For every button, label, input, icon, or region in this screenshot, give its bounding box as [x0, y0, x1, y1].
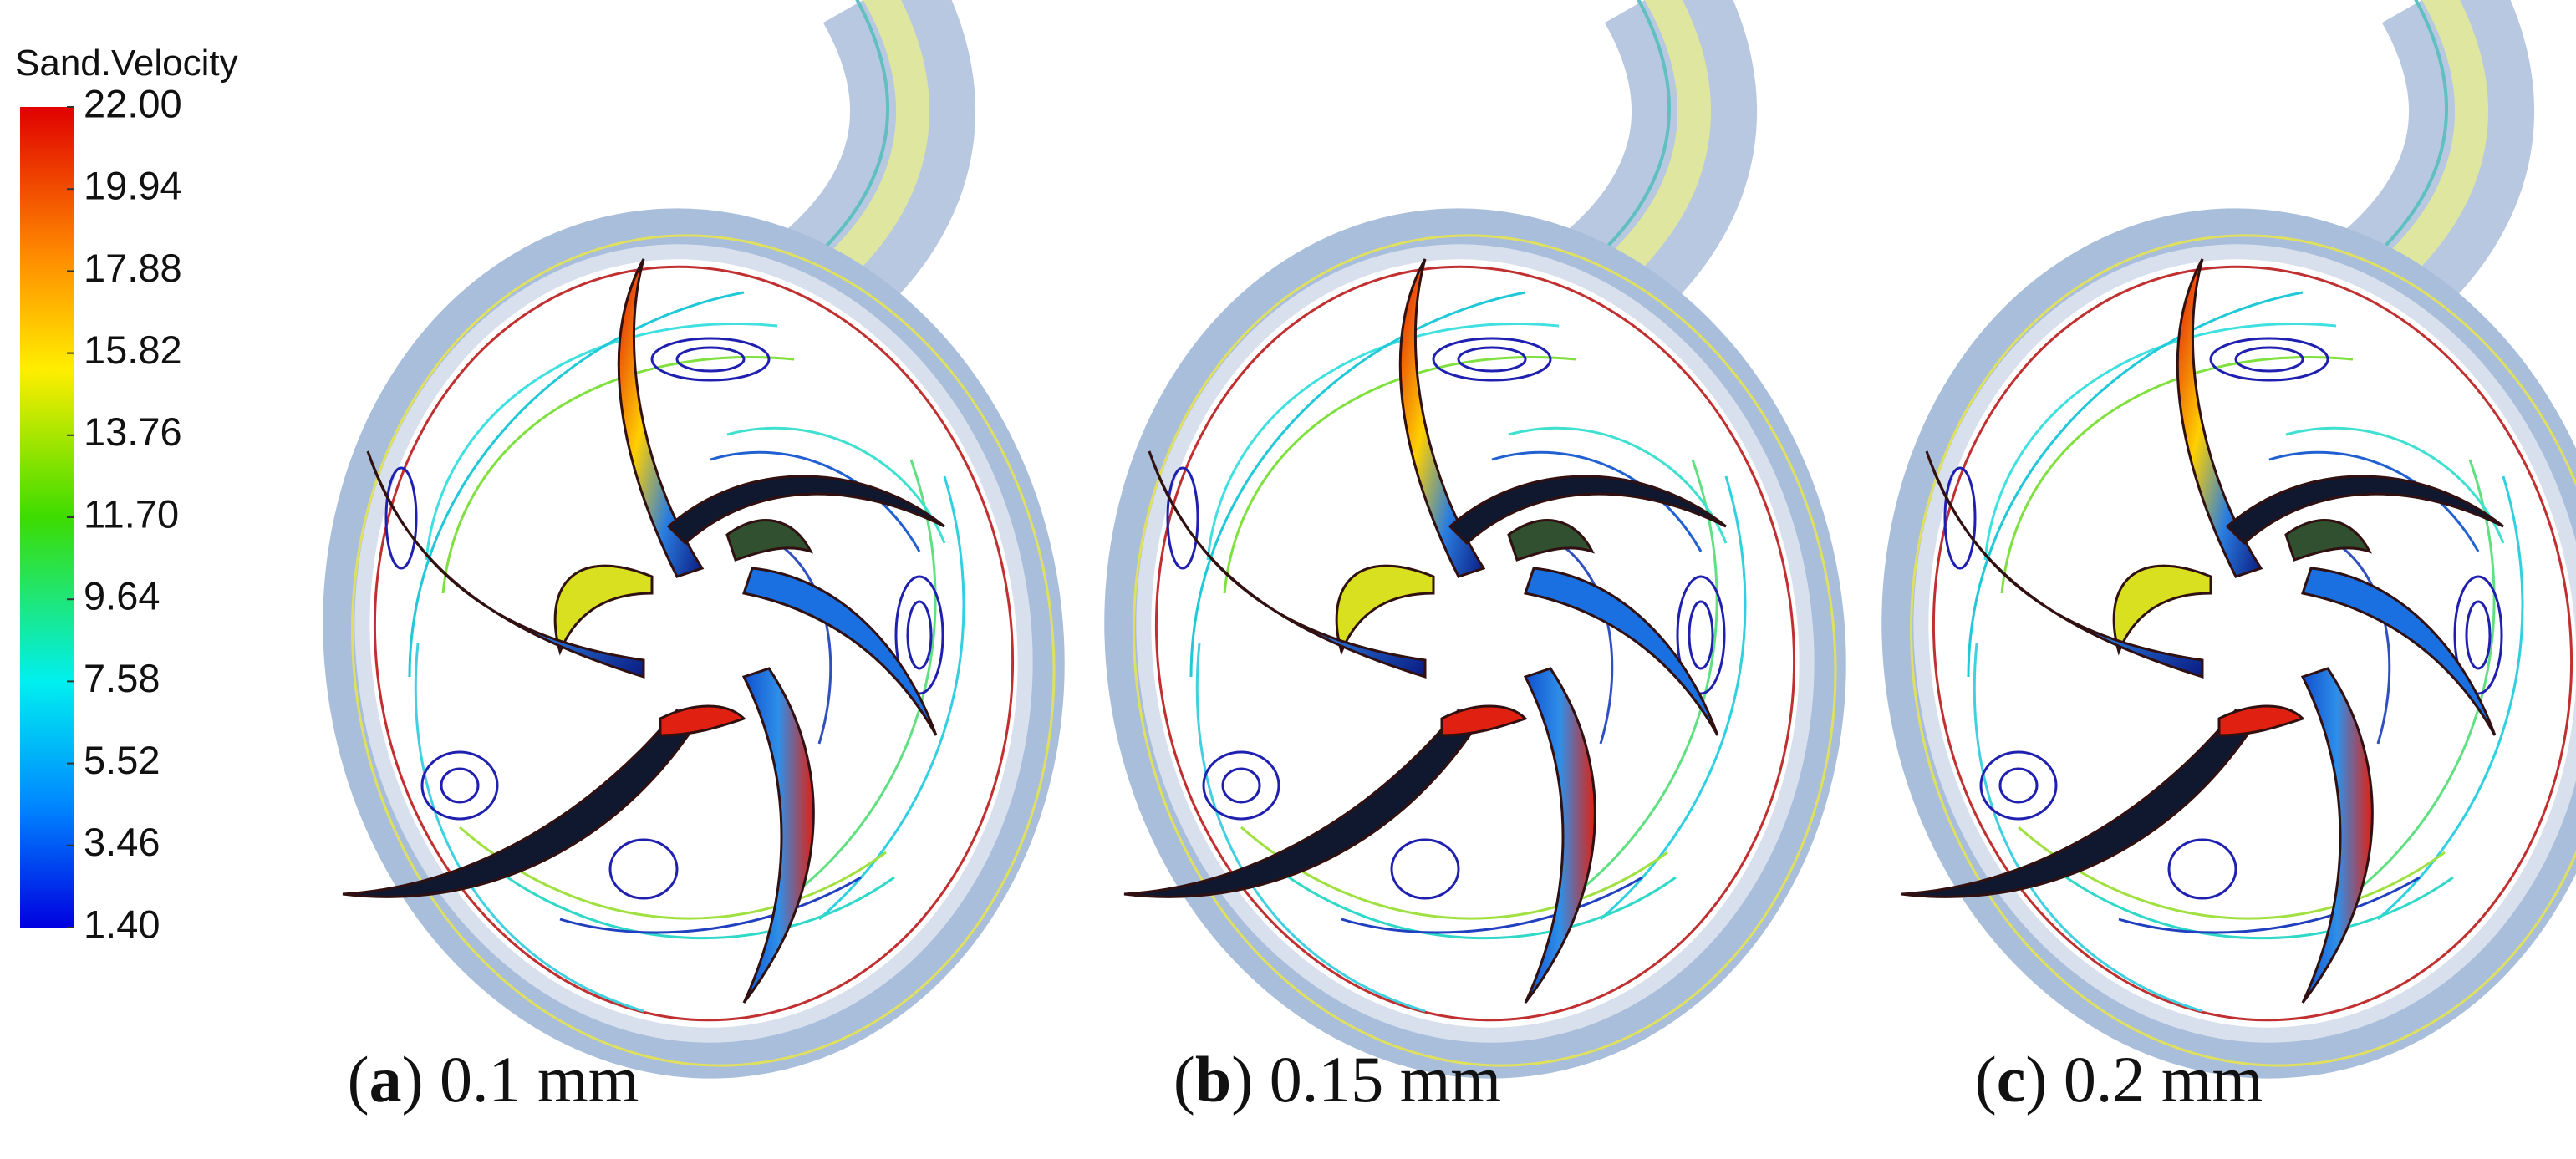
- caption-text: ) 0.2 mm: [2025, 1043, 2263, 1116]
- caption-text: (: [1173, 1043, 1195, 1116]
- colorbar-label: 22.00: [84, 81, 182, 125]
- colorbar-label: 1.40: [84, 902, 160, 946]
- colorbar-label: 11.70: [84, 491, 179, 536]
- panel-caption: (b) 0.15 mm: [1173, 1043, 1501, 1116]
- colorbar-labels: 22.00 19.94 17.88 15.82 13.76 11.70 9.64 7.58 5.…: [67, 81, 182, 946]
- pump-image: [288, 0, 1107, 1111]
- panel-letter: c: [1997, 1043, 2026, 1116]
- colorbar-label: 17.88: [84, 246, 182, 290]
- colorbar-label: 5.52: [84, 738, 160, 782]
- caption-text: (: [348, 1043, 369, 1116]
- colorbar-label: 19.94: [84, 164, 182, 208]
- pump-image: [1070, 0, 1889, 1111]
- captions: (a) 0.1 mm (b) 0.15 mm (c) 0.2 mm: [348, 1043, 2263, 1116]
- colorbar-label: 15.82: [84, 328, 182, 372]
- panel-letter: b: [1195, 1043, 1231, 1116]
- colorbar-label: 9.64: [84, 574, 160, 618]
- caption-text: (: [1975, 1043, 1997, 1116]
- panel-caption: (c) 0.2 mm: [1975, 1043, 2263, 1116]
- caption-text: ) 0.15 mm: [1231, 1043, 1501, 1116]
- colorbar-title: Sand.Velocity: [15, 43, 238, 84]
- colorbar: [20, 107, 74, 928]
- colorbar-label: 7.58: [84, 656, 160, 700]
- colorbar-label: 13.76: [84, 409, 182, 454]
- caption-text: ) 0.1 mm: [402, 1043, 639, 1116]
- pump-image: [1847, 0, 2576, 1111]
- colorbar-label: 3.46: [84, 820, 160, 864]
- panel-caption: (a) 0.1 mm: [348, 1043, 639, 1116]
- panel-letter: a: [369, 1043, 402, 1116]
